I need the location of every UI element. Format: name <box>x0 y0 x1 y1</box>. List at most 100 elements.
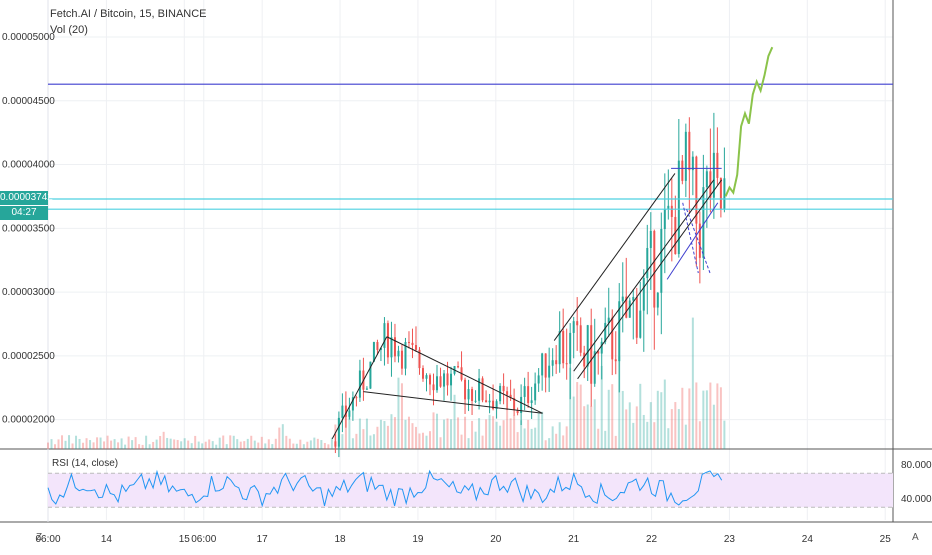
volume-bar <box>138 444 141 449</box>
volume-bar <box>705 390 708 449</box>
candle-body <box>365 388 368 390</box>
candle-body <box>681 160 684 181</box>
candle-body <box>464 379 467 400</box>
candle-body <box>372 342 375 362</box>
zoom-button[interactable]: Z <box>36 532 43 543</box>
candle-body <box>691 156 694 171</box>
volume-bar <box>576 382 579 449</box>
volume-bar <box>492 416 495 449</box>
volume-bar <box>145 435 148 449</box>
volume-bar <box>436 413 439 449</box>
volume-bar <box>302 444 305 449</box>
candle-body <box>404 341 407 369</box>
volume-bar <box>369 435 372 449</box>
volume-bar <box>443 419 446 449</box>
volume-bar <box>656 390 659 449</box>
candle-body <box>478 378 481 401</box>
candle-body <box>562 331 565 364</box>
volume-bar <box>400 383 403 449</box>
candle-body <box>467 389 470 400</box>
candle-body <box>698 223 701 258</box>
volume-bar <box>99 437 102 449</box>
x-tick-label: 17 <box>257 534 269 545</box>
volume-bar <box>344 414 347 449</box>
candle-body <box>379 347 382 350</box>
volume-bar <box>674 402 677 449</box>
candle-body <box>642 277 645 311</box>
candle-body <box>485 400 488 403</box>
volume-bar <box>190 443 193 449</box>
candle-body <box>684 131 687 181</box>
volume-bar <box>127 436 130 449</box>
volume-bar <box>330 437 333 449</box>
volume-bar <box>246 438 249 449</box>
volume-bar <box>215 444 218 449</box>
volume-bar <box>681 387 684 449</box>
volume-bar <box>183 438 186 449</box>
volume-bar <box>134 437 137 449</box>
volume-bar <box>155 439 158 449</box>
volume-bar <box>274 438 277 449</box>
volume-bar <box>362 429 365 449</box>
volume-bar <box>208 439 211 449</box>
y-tick-label: 0.00003500 <box>2 223 55 234</box>
volume-bar <box>124 444 127 449</box>
volume-bar <box>306 441 309 449</box>
volume-bar <box>316 438 319 449</box>
volume-bar <box>421 432 424 449</box>
x-tick-label: 18 <box>334 534 346 545</box>
volume-bar <box>117 442 120 449</box>
candle-body <box>716 152 719 178</box>
volume-bar <box>141 444 144 449</box>
candle-body <box>628 300 631 318</box>
candle-body <box>719 177 722 209</box>
volume-bar <box>719 387 722 449</box>
volume-bar <box>649 402 652 449</box>
volume-bar <box>110 440 113 449</box>
volume-bar <box>432 412 435 449</box>
volume-bar <box>663 379 666 449</box>
candle-body <box>670 205 673 217</box>
candle-body <box>572 321 575 333</box>
volume-bar <box>593 399 596 449</box>
volume-bar <box>78 438 81 449</box>
volume-bar <box>464 416 467 449</box>
volume-bar <box>201 443 204 449</box>
volume-bar <box>527 419 530 449</box>
candle-body <box>621 296 624 302</box>
volume-bar <box>635 406 638 449</box>
volume-bar <box>562 435 565 449</box>
volume-bar <box>148 444 151 449</box>
x-tick-label: 15 <box>179 534 191 545</box>
volume-bar <box>75 435 78 449</box>
volume-bar <box>698 421 701 449</box>
candle-body <box>443 373 446 387</box>
volume-bar <box>159 436 162 449</box>
volume-bar <box>64 440 67 449</box>
volume-bar <box>597 428 600 449</box>
volume-bar <box>82 442 85 449</box>
x-tick-label: 21 <box>568 534 580 545</box>
x-tick-label: 20 <box>490 534 502 545</box>
rsi-line <box>47 469 723 508</box>
candle-body <box>425 375 428 379</box>
candle-body <box>537 375 540 384</box>
candle-body <box>618 301 621 362</box>
y-tick-label: 0.00002500 <box>2 351 55 362</box>
candle-body <box>551 360 554 366</box>
rsi-label: RSI (14, close) <box>52 458 119 469</box>
volume-bar <box>348 417 351 449</box>
volume-bar <box>218 437 221 449</box>
candle-body <box>663 208 666 230</box>
volume-bar <box>85 438 88 449</box>
x-tick-label: 23 <box>724 534 736 545</box>
volume-bar <box>670 409 673 449</box>
candle-body <box>492 400 495 409</box>
volume-bar <box>169 438 172 449</box>
projection-path <box>724 46 774 197</box>
candle-body <box>450 373 453 386</box>
auto-scale-button[interactable]: A <box>912 532 919 543</box>
volume-bar <box>604 430 607 449</box>
candle-body <box>579 325 582 353</box>
